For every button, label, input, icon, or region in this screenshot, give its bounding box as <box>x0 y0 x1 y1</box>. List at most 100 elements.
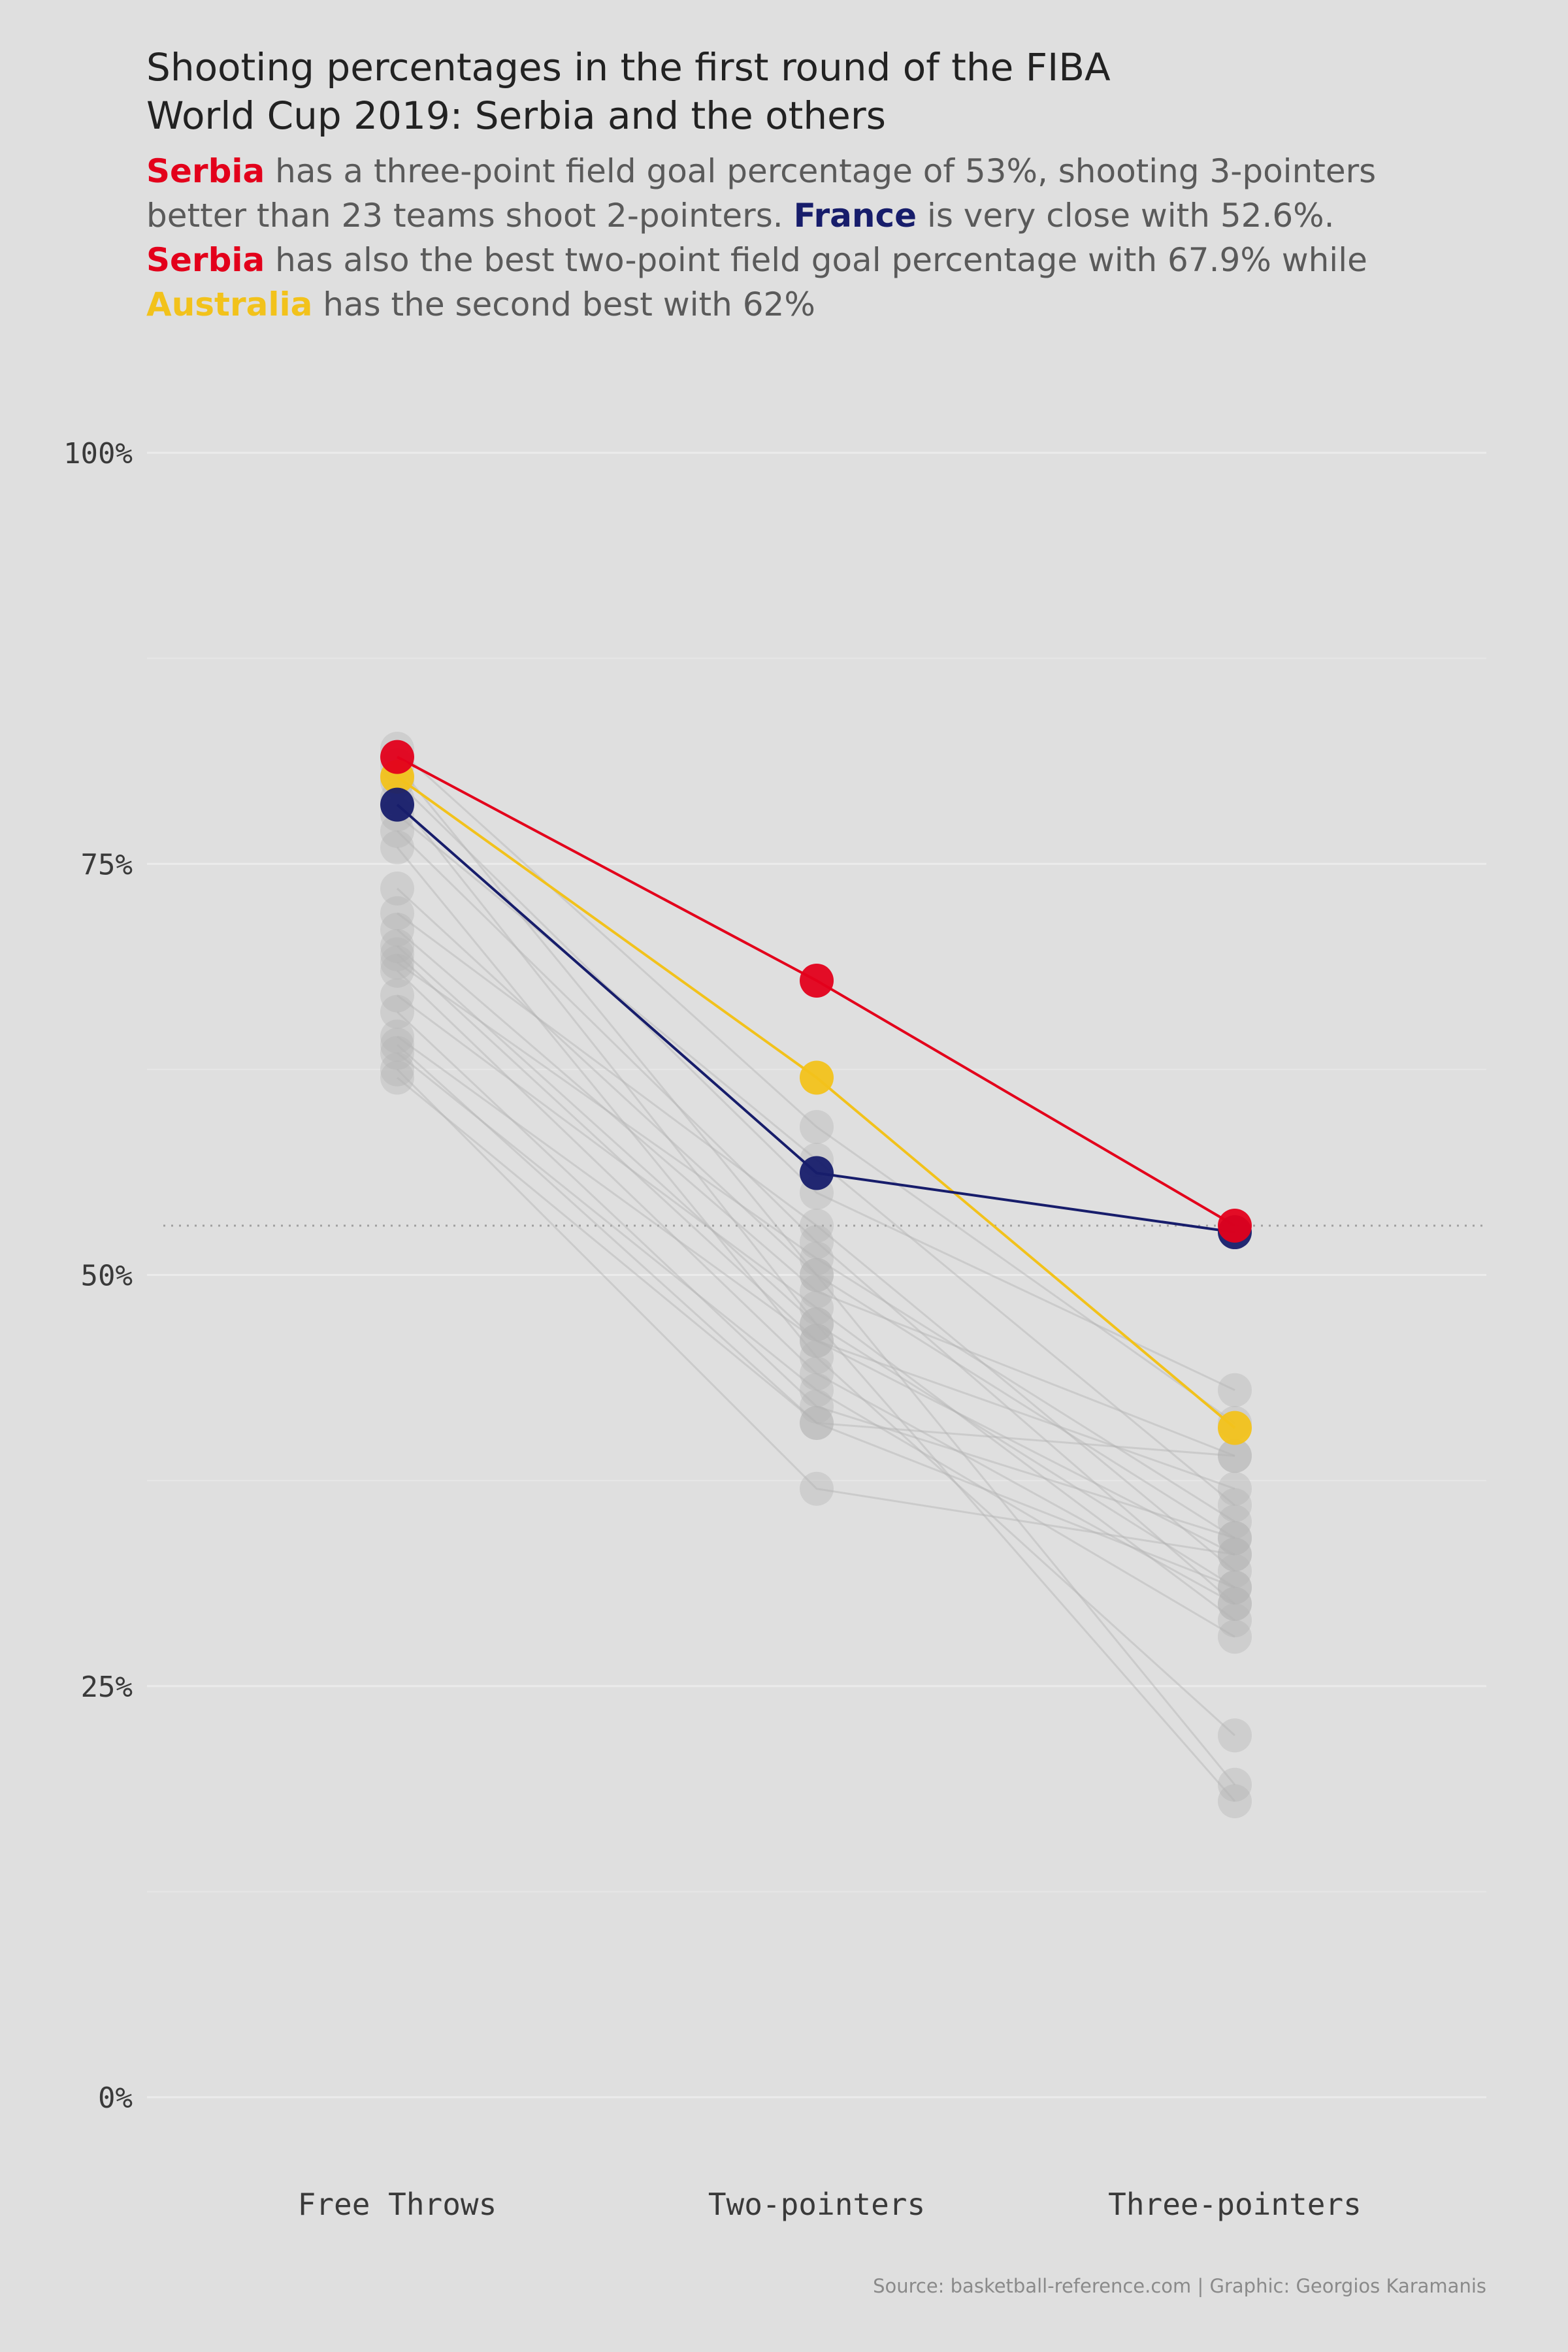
data-point-other-team <box>1218 1718 1252 1753</box>
data-point-other-team <box>1218 1521 1252 1556</box>
data-point-other-team <box>1218 1537 1252 1572</box>
data-point-other-team <box>380 978 414 1013</box>
series-line-other-team <box>397 1052 1235 1638</box>
data-point-other-team <box>800 1324 834 1358</box>
subtitle-text-3: has also the best two-point field goal p… <box>265 241 1367 279</box>
data-point-other-team <box>800 1373 834 1407</box>
data-point-other-team <box>380 813 414 848</box>
data-point-other-team <box>1218 1586 1252 1621</box>
data-point-other-team <box>380 872 414 906</box>
data-point-other-team <box>1218 1767 1252 1802</box>
series-line-other-team <box>396 797 1236 1802</box>
series-line-other-team <box>397 994 1235 1622</box>
y-tick-label: 0% <box>98 2082 133 2115</box>
x-tick-label: Free Throws <box>298 2187 497 2222</box>
y-tick-label: 50% <box>81 1260 133 1293</box>
series-line-other-team <box>396 764 1236 1786</box>
data-point-other-team <box>1218 1554 1252 1588</box>
data-point-other-team <box>800 1258 834 1292</box>
data-point-other-team <box>800 1340 834 1375</box>
data-point-other-team <box>800 1471 834 1506</box>
y-tick-label: 25% <box>81 1671 133 1704</box>
chart-title: Shooting percentages in the first round … <box>146 43 1388 140</box>
series-line-other-team <box>396 953 1235 1556</box>
data-point-france <box>380 787 414 822</box>
data-point-other-team <box>1218 1620 1252 1654</box>
data-point-other-team <box>800 1225 834 1260</box>
data-point-other-team <box>380 929 414 964</box>
subtitle-france: France <box>793 197 917 235</box>
data-point-other-team <box>1218 1439 1252 1473</box>
data-point-other-team <box>1218 1521 1252 1556</box>
data-point-other-team <box>800 1258 834 1292</box>
series-line-other-team <box>396 1011 1235 1539</box>
data-point-other-team <box>800 1274 834 1309</box>
data-point-other-team <box>1218 1471 1252 1506</box>
data-point-other-team <box>380 1019 414 1054</box>
series-line-other-team <box>396 1044 1235 1457</box>
data-point-other-team <box>800 1356 834 1391</box>
data-point-other-team <box>380 912 414 947</box>
data-point-other-team <box>1218 1373 1252 1407</box>
data-point-other-team <box>1218 1488 1252 1522</box>
title-line-1: Shooting percentages in the first round … <box>146 45 1111 90</box>
series-line-other-team <box>397 1036 1235 1490</box>
data-point-other-team <box>380 896 414 930</box>
data-point-other-team <box>1218 1586 1252 1621</box>
series-line-other-team <box>396 847 1236 1737</box>
subtitle-serbia-2: Serbia <box>146 241 265 279</box>
data-point-other-team <box>380 945 414 980</box>
data-point-other-team <box>800 1307 834 1342</box>
series-line-other-team <box>396 887 1235 1539</box>
series-line-other-team <box>397 912 1235 1572</box>
data-point-other-team <box>800 1290 834 1325</box>
data-point-other-team <box>800 1324 834 1358</box>
data-point-other-team <box>800 1208 834 1243</box>
series-line-other-team <box>396 781 1235 1392</box>
y-tick-label: 100% <box>63 437 133 470</box>
data-point-other-team <box>1218 1537 1252 1572</box>
x-tick-label: Two-pointers <box>708 2187 925 2222</box>
series-line-other-team <box>397 928 1235 1457</box>
data-point-france <box>800 1156 834 1190</box>
series-line-other-team <box>396 1068 1235 1556</box>
data-point-other-team <box>1218 1784 1252 1818</box>
data-point-serbia <box>800 963 834 998</box>
data-point-australia <box>800 1060 834 1095</box>
subtitle-serbia-1: Serbia <box>146 152 265 190</box>
data-point-australia <box>1218 1411 1252 1445</box>
series-line-other-team <box>397 962 1235 1523</box>
data-point-other-team <box>380 1028 414 1062</box>
data-point-other-team <box>1218 1570 1252 1605</box>
x-tick-label: Three-pointers <box>1108 2187 1362 2222</box>
data-point-other-team <box>800 1406 834 1441</box>
data-point-other-team <box>380 953 414 988</box>
data-point-other-team <box>1218 1505 1252 1539</box>
data-point-other-team <box>800 1241 834 1276</box>
series-line-other-team <box>396 945 1235 1588</box>
data-point-other-team <box>380 1060 414 1095</box>
subtitle-text-4: has the second best with 62% <box>312 286 815 323</box>
data-point-other-team <box>1218 1439 1252 1473</box>
data-point-serbia <box>1218 1208 1252 1243</box>
data-point-other-team <box>380 830 414 865</box>
data-point-other-team <box>380 937 414 972</box>
data-point-other-team <box>380 1036 414 1070</box>
data-point-other-team <box>800 1406 834 1441</box>
data-point-other-team <box>800 1109 834 1144</box>
series-line-other-team <box>397 1077 1235 1589</box>
series-line-other-team <box>396 747 1235 1424</box>
y-tick-label: 75% <box>81 848 133 881</box>
subtitle-text-1: has a three-point field goal percentage … <box>146 152 1377 235</box>
subtitle-text-2: is very close with 52.6%. <box>917 197 1335 235</box>
data-point-serbia <box>380 740 414 774</box>
source-caption: Source: basketball-reference.com | Graph… <box>873 2275 1486 2297</box>
data-point-other-team <box>1218 1570 1252 1605</box>
series-line-other-team <box>396 830 1235 1605</box>
data-point-other-team <box>1218 1603 1252 1638</box>
data-point-other-team <box>380 1052 414 1086</box>
subtitle-australia: Australia <box>146 286 313 323</box>
data-point-other-team <box>800 1389 834 1424</box>
